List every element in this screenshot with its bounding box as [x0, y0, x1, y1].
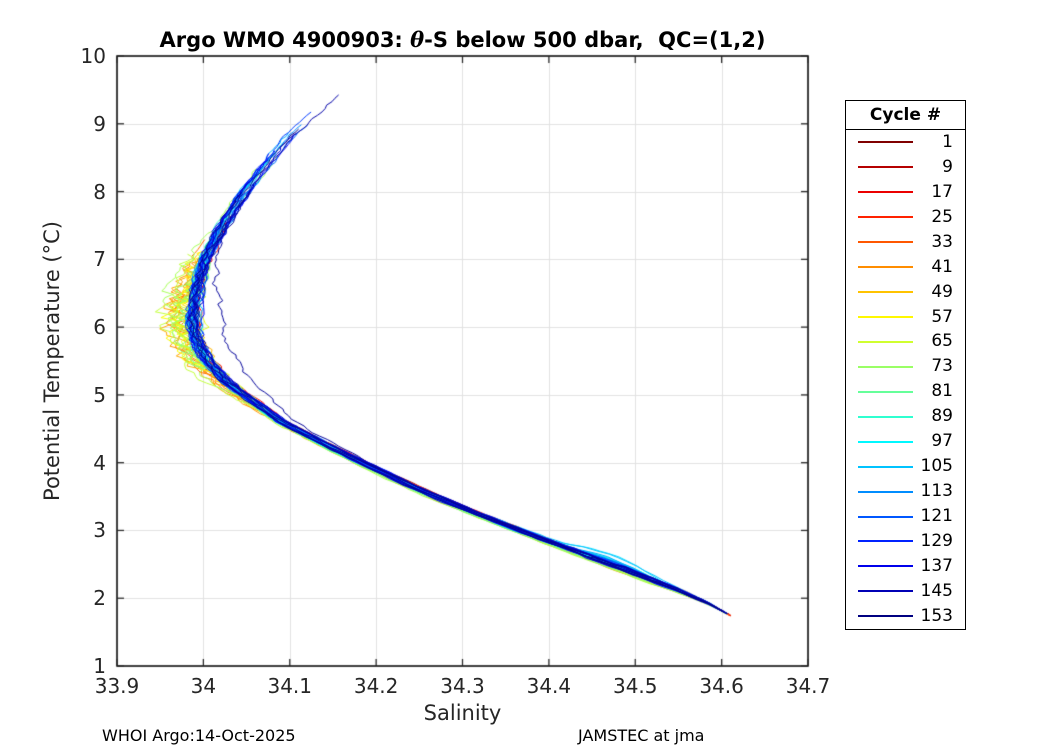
- legend-box: Cycle # 1 9 17 25 33 41 49 57 65 73 81 89 97 105 113 12…: [845, 100, 966, 630]
- plot-title-prefix: Argo WMO 4900903:: [159, 28, 411, 52]
- legend-cycle-number: 121: [920, 506, 953, 527]
- x-tick-label: 34.3: [440, 674, 485, 698]
- x-tick-label: 34.5: [612, 674, 658, 698]
- y-tick-label: 4: [93, 450, 106, 475]
- y-tick-label: 3: [93, 518, 106, 543]
- legend-cycle-number: 73: [931, 356, 953, 377]
- legend-cycle-number: 25: [931, 206, 953, 227]
- legend-line-swatch: [858, 166, 913, 169]
- legend-cycle-number: 113: [920, 481, 953, 502]
- x-tick-label: 34.1: [267, 674, 313, 698]
- legend-entry: 97: [846, 429, 965, 454]
- y-tick-label: 8: [93, 179, 106, 204]
- legend-cycle-number: 153: [920, 605, 953, 626]
- legend-cycle-number: 65: [931, 331, 953, 352]
- legend-line-swatch: [858, 216, 913, 219]
- legend-entry: 41: [846, 255, 965, 280]
- legend-title: Cycle #: [846, 101, 965, 130]
- legend-line-swatch: [858, 340, 913, 343]
- y-tick-label: 10: [80, 44, 106, 68]
- legend-line-swatch: [858, 490, 913, 493]
- x-tick-label: 33.9: [94, 674, 140, 698]
- legend-cycle-number: 89: [931, 406, 953, 427]
- y-tick-label: 9: [93, 111, 106, 136]
- legend-entry: 57: [846, 305, 965, 330]
- legend-line-swatch: [858, 565, 913, 568]
- legend-entry: 73: [846, 354, 965, 379]
- legend-cycle-number: 81: [931, 381, 953, 402]
- legend-entry: 9: [846, 155, 965, 180]
- legend-entry: 129: [846, 529, 965, 554]
- legend-line-swatch: [858, 415, 913, 418]
- y-tick-label: 7: [93, 247, 106, 272]
- legend-entry: 1: [846, 130, 965, 155]
- legend-cycle-number: 49: [931, 281, 953, 302]
- legend-line-swatch: [858, 465, 913, 468]
- legend-entries: 1 9 17 25 33 41 49 57 65 73 81 89 97 105 113 121 129 137 1…: [846, 130, 965, 629]
- footer-jamstec: JAMSTEC at jma: [578, 726, 705, 745]
- footer-whoi: WHOI Argo:14-Oct-2025: [102, 726, 296, 745]
- legend-entry: 89: [846, 404, 965, 429]
- legend-line-swatch: [858, 590, 913, 593]
- legend-cycle-number: 137: [920, 555, 953, 576]
- legend-entry: 65: [846, 330, 965, 355]
- legend-entry: 49: [846, 280, 965, 305]
- legend-line-swatch: [858, 365, 913, 368]
- legend-line-swatch: [858, 291, 913, 294]
- legend-line-swatch: [858, 515, 913, 518]
- legend-cycle-number: 129: [920, 530, 953, 551]
- y-tick-label: 1: [93, 654, 106, 678]
- legend-line-swatch: [858, 191, 913, 194]
- legend-cycle-number: 57: [931, 306, 953, 327]
- legend-line-swatch: [858, 540, 913, 543]
- legend-cycle-number: 33: [931, 231, 953, 252]
- plot-title: Argo WMO 4900903: θ-S below 500 dbar, QC…: [117, 27, 808, 52]
- legend-entry: 113: [846, 479, 965, 504]
- x-tick-label: 34: [190, 674, 217, 698]
- legend-entry: 33: [846, 230, 965, 255]
- x-tick-label: 34.6: [699, 674, 744, 698]
- legend-line-swatch: [858, 440, 913, 443]
- legend-line-swatch: [858, 141, 913, 144]
- y-tick-label: 5: [93, 382, 106, 407]
- legend-line-swatch: [858, 266, 913, 269]
- legend-line-swatch: [858, 615, 913, 618]
- legend-entry: 137: [846, 554, 965, 579]
- legend-entry: 81: [846, 379, 965, 404]
- legend-cycle-number: 9: [942, 156, 953, 177]
- y-tick-label: 6: [93, 315, 106, 340]
- legend-cycle-number: 97: [931, 431, 953, 452]
- x-tick-label: 34.4: [526, 674, 572, 698]
- theta-symbol: θ: [410, 27, 425, 52]
- legend-entry: 145: [846, 579, 965, 604]
- legend-entry: 25: [846, 205, 965, 230]
- legend-line-swatch: [858, 241, 913, 244]
- plot-title-suffix: -S below 500 dbar, QC=(1,2): [424, 28, 766, 52]
- legend-entry: 17: [846, 180, 965, 205]
- legend-cycle-number: 17: [931, 181, 953, 202]
- x-axis-label: Salinity: [423, 701, 502, 725]
- x-tick-label: 34.7: [785, 674, 831, 698]
- legend-entry: 121: [846, 504, 965, 529]
- legend-line-swatch: [858, 316, 913, 319]
- legend-entry: 153: [846, 604, 965, 629]
- y-tick-label: 2: [93, 586, 106, 611]
- legend-entry: 105: [846, 454, 965, 479]
- legend-line-swatch: [858, 390, 913, 393]
- legend-cycle-number: 105: [920, 456, 953, 477]
- legend-cycle-number: 41: [931, 256, 953, 277]
- x-tick-label: 34.2: [353, 674, 399, 698]
- legend-cycle-number: 1: [942, 131, 953, 152]
- legend-cycle-number: 145: [920, 580, 953, 601]
